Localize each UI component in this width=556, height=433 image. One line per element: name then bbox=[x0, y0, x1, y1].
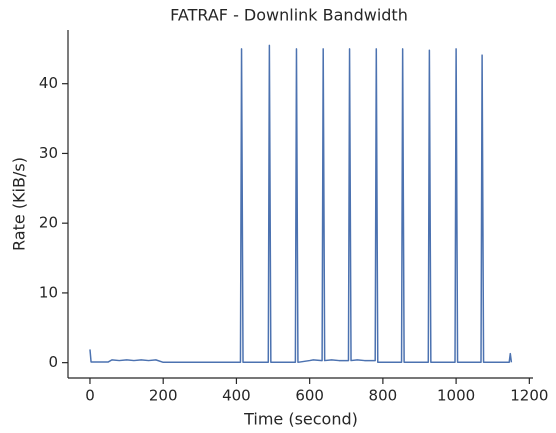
y-axis-label: Rate (KiB/s) bbox=[10, 157, 29, 251]
x-tick-label: 0 bbox=[85, 387, 95, 405]
line bbox=[89, 44, 513, 364]
x-axis-label: Time (second) bbox=[243, 410, 358, 429]
y-tick-label: 40 bbox=[39, 74, 58, 92]
y-tick-label: 30 bbox=[39, 144, 58, 162]
x-tick-label: 800 bbox=[369, 387, 398, 405]
y-tick-label: 20 bbox=[39, 214, 58, 232]
x-tick-label: 200 bbox=[149, 387, 178, 405]
y-tick-label: 10 bbox=[39, 283, 58, 301]
x-tick-label: 600 bbox=[295, 387, 324, 405]
x-tick-label: 400 bbox=[222, 387, 251, 405]
chart-title: FATRAF - Downlink Bandwidth bbox=[170, 6, 408, 25]
x-tick-label: 1200 bbox=[510, 387, 548, 405]
y-tick-label: 0 bbox=[48, 353, 58, 371]
x-tick-label: 1000 bbox=[437, 387, 475, 405]
